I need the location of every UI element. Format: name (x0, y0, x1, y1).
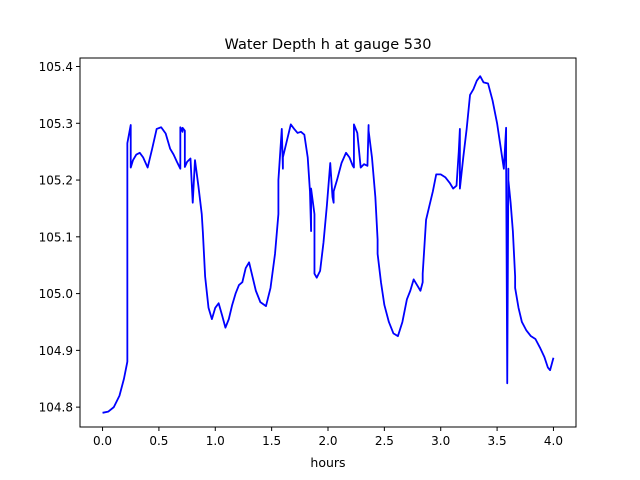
x-axis-label: hours (310, 455, 345, 470)
chart-title: Water Depth h at gauge 530 (225, 37, 432, 53)
y-tick-label: 105.0 (39, 287, 73, 301)
y-axis: 104.8 104.9 105.0 105.1 105.2 105.3 105.4 (39, 60, 80, 415)
x-tick-label: 3.5 (488, 434, 507, 448)
series-line-water-depth (102, 75, 555, 414)
y-tick-label: 105.1 (39, 230, 73, 244)
x-tick-label: 1.0 (206, 434, 225, 448)
y-tick-label: 105.2 (39, 174, 73, 188)
y-tick-label: 104.8 (39, 401, 73, 415)
y-tick-label: 105.3 (39, 117, 73, 131)
x-tick-label: 1.5 (262, 434, 281, 448)
y-tick-label: 104.9 (39, 344, 73, 358)
y-tick-label: 105.4 (39, 60, 73, 74)
x-tick-label: 3.0 (431, 434, 450, 448)
x-tick-label: 0.0 (93, 434, 112, 448)
x-tick-label: 2.5 (375, 434, 394, 448)
x-tick-label: 4.0 (544, 434, 563, 448)
x-axis: 0.0 0.5 1.0 1.5 2.0 2.5 3.0 3.5 4.0 (93, 427, 563, 448)
x-tick-label: 2.0 (318, 434, 337, 448)
x-tick-label: 0.5 (149, 434, 168, 448)
